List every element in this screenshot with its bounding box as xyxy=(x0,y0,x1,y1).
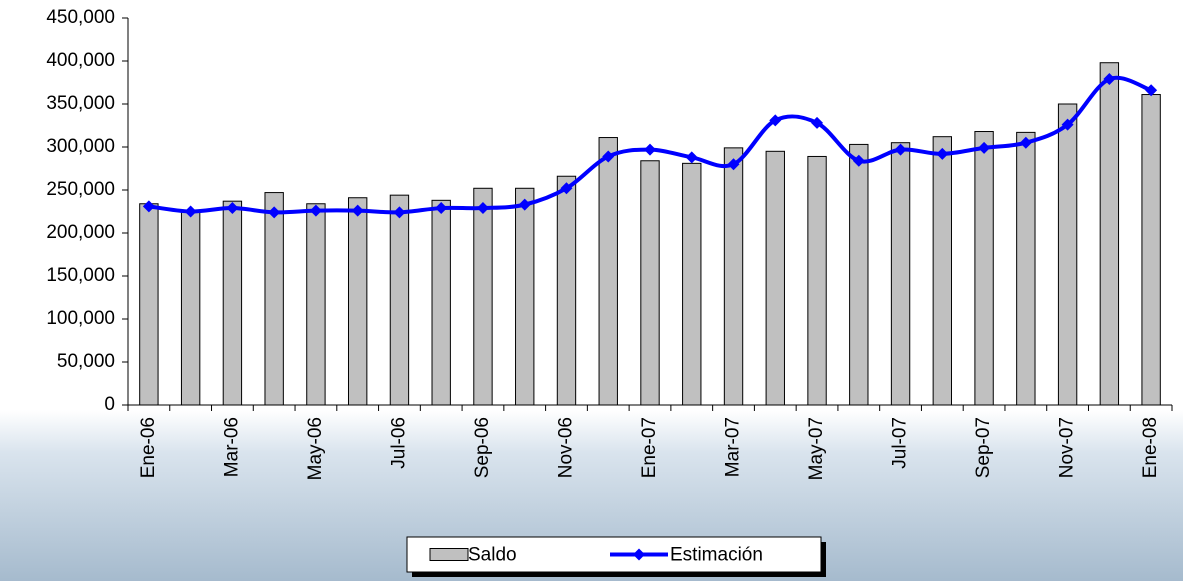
y-tick-label: 400,000 xyxy=(46,50,115,71)
bar xyxy=(932,136,953,406)
marker xyxy=(393,206,406,219)
marker xyxy=(769,114,782,127)
bar xyxy=(264,192,284,406)
bar xyxy=(347,197,368,406)
marker xyxy=(560,182,573,195)
x-tick-label: Nov-07 xyxy=(1057,417,1078,478)
y-tick-label: 100,000 xyxy=(46,308,115,329)
bar xyxy=(1057,103,1078,406)
x-tick-label: Mar-07 xyxy=(723,417,744,477)
marker xyxy=(1145,84,1158,97)
y-tick-label: 450,000 xyxy=(46,7,115,28)
marker xyxy=(435,202,448,215)
bar xyxy=(139,203,159,406)
x-tick-label: May-07 xyxy=(806,417,827,480)
marker xyxy=(894,143,907,156)
x-tick-label: Sep-07 xyxy=(973,417,994,478)
y-tick-label: 150,000 xyxy=(46,265,115,286)
marker xyxy=(351,204,364,217)
marker xyxy=(1061,118,1074,131)
x-tick-label: Ene-08 xyxy=(1140,417,1161,478)
marker xyxy=(1019,136,1032,149)
x-tick-label: Ene-06 xyxy=(138,417,159,478)
bar xyxy=(765,150,785,406)
marker xyxy=(476,202,489,215)
bar xyxy=(849,143,869,406)
x-tick-label: Jul-07 xyxy=(890,417,911,469)
legend-label: Estimación xyxy=(670,545,763,566)
bar xyxy=(222,200,243,406)
marker xyxy=(184,205,197,218)
marker xyxy=(727,158,740,171)
marker xyxy=(936,147,949,160)
bar xyxy=(723,147,744,406)
bar xyxy=(682,162,702,406)
marker xyxy=(685,151,698,164)
y-tick-label: 0 xyxy=(104,394,115,415)
marker xyxy=(602,150,615,163)
legend-label: Saldo xyxy=(468,545,517,566)
marker xyxy=(309,204,322,217)
bar xyxy=(807,155,827,406)
legend-marker xyxy=(633,548,645,561)
bar xyxy=(515,187,535,406)
marker xyxy=(518,198,531,211)
marker xyxy=(268,206,281,219)
x-tick-label: Nov-06 xyxy=(555,417,576,478)
bar xyxy=(180,210,201,406)
bar xyxy=(556,175,577,406)
bar xyxy=(1099,62,1120,406)
bar xyxy=(389,194,410,406)
bar xyxy=(1016,131,1036,406)
marker xyxy=(978,141,991,154)
x-tick-label: Ene-07 xyxy=(639,417,660,478)
bar xyxy=(473,187,493,406)
bar xyxy=(598,137,618,406)
y-tick-label: 300,000 xyxy=(46,136,115,157)
marker xyxy=(226,202,239,215)
x-tick-label: Mar-06 xyxy=(221,417,242,477)
legend-swatch xyxy=(429,548,469,561)
bar xyxy=(974,131,994,406)
marker xyxy=(852,154,865,167)
x-tick-label: May-06 xyxy=(305,417,326,480)
x-tick-label: Sep-06 xyxy=(472,417,493,478)
marker xyxy=(644,143,656,156)
y-tick-label: 250,000 xyxy=(46,179,115,200)
marker xyxy=(142,200,155,213)
marker xyxy=(811,116,824,129)
bar xyxy=(306,203,326,406)
x-tick-label: Jul-06 xyxy=(388,417,409,469)
y-tick-label: 350,000 xyxy=(46,93,115,114)
bar xyxy=(640,160,660,406)
bar xyxy=(431,199,451,406)
bar xyxy=(890,142,911,406)
y-tick-label: 50,000 xyxy=(57,351,115,372)
marker xyxy=(1103,73,1116,86)
y-tick-label: 200,000 xyxy=(46,222,115,243)
bar xyxy=(1141,94,1161,406)
